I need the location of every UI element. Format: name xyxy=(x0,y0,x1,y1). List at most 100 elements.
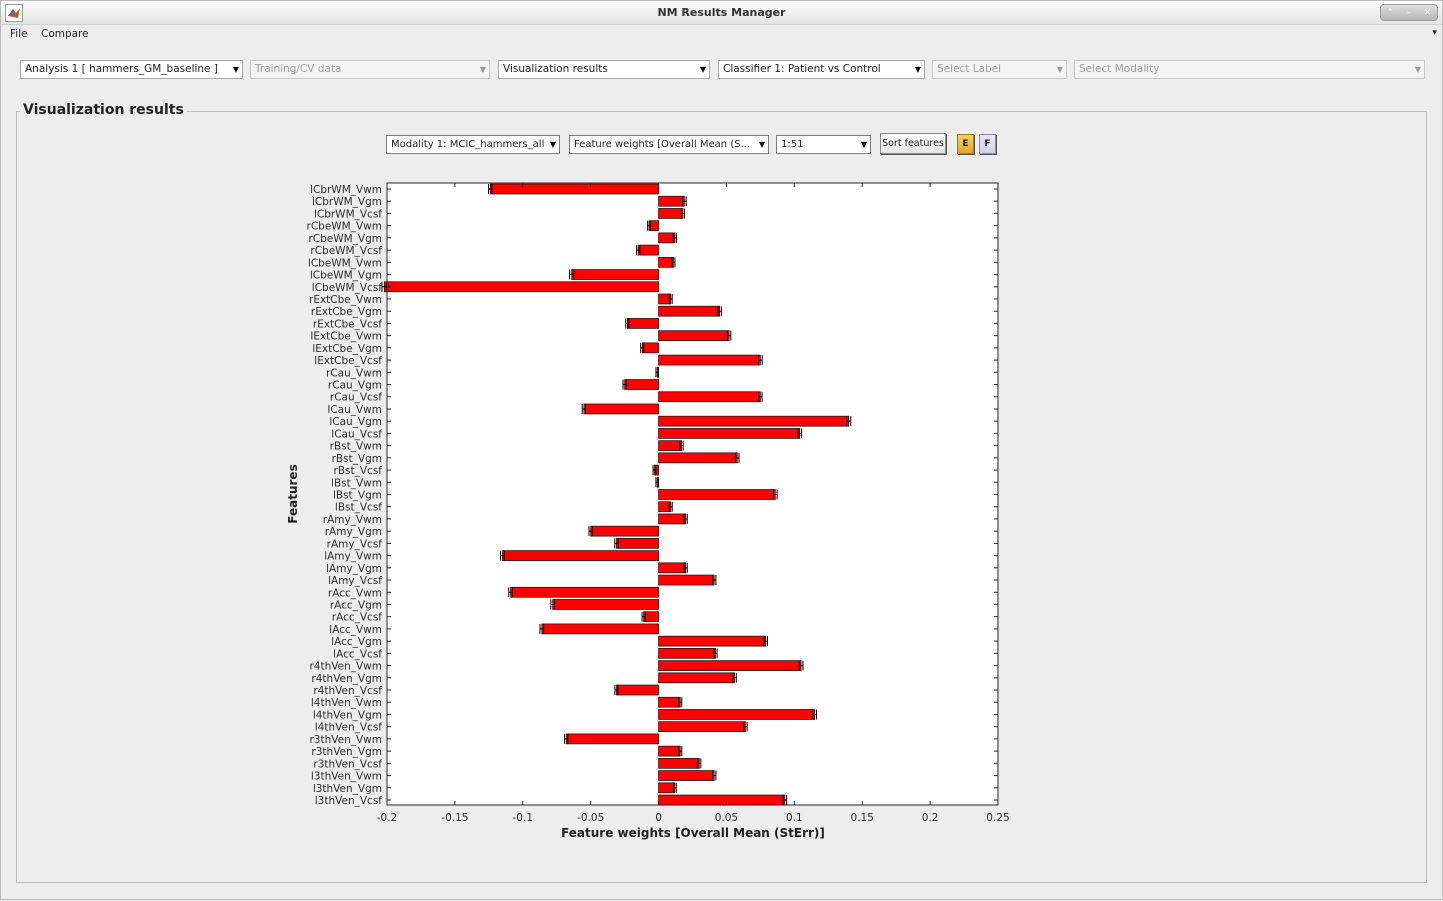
x-tick-label: 0.2 xyxy=(922,812,939,824)
error-bar-lBst_Vwm xyxy=(655,477,659,488)
y-axis-label: Features xyxy=(286,464,300,523)
e-button[interactable]: E xyxy=(957,134,974,154)
error-bar-l4thVen_Vgm xyxy=(812,709,818,720)
feature-label: l3thVen_Vcsf xyxy=(315,795,383,807)
bar-l4thVen_Vcsf xyxy=(658,721,746,733)
visualization-panel xyxy=(16,111,1427,883)
visualization-select[interactable]: Visualization results ▼ xyxy=(498,60,710,79)
error-bar-lCbrWM_Vcsf xyxy=(680,208,686,219)
toolbar-toggle-icon[interactable]: ▾ xyxy=(1432,28,1437,38)
error-bar-rCbeWM_Vwm xyxy=(647,220,651,231)
bar-lAcc_Vwm xyxy=(541,623,659,635)
bar-lCau_Vwm xyxy=(583,403,659,415)
feature-label: rCbeWM_Vwm xyxy=(307,221,382,233)
error-bar-rCau_Vgm xyxy=(622,379,627,390)
feature-label: lCau_Vcsf xyxy=(331,428,382,440)
bar-rExtCbe_Vcsf xyxy=(626,318,659,329)
error-bar-lCbeWM_Vwm xyxy=(671,257,676,268)
bar-rCbeWM_Vcsf xyxy=(637,244,659,256)
feature-label: lBst_Vgm xyxy=(333,490,382,502)
error-bar-r4thVen_Vgm xyxy=(732,672,737,683)
sort-features-button[interactable]: Sort features xyxy=(880,133,946,154)
minimize-icon[interactable]: – xyxy=(1406,7,1412,18)
x-tick-label: -0.1 xyxy=(513,812,534,824)
feature-label: rAcc_Vgm xyxy=(330,599,382,611)
bar-lExtCbe_Vgm xyxy=(641,342,659,354)
chevron-down-icon: ▼ xyxy=(758,140,765,149)
feature-label: rAmy_Vcsf xyxy=(327,538,383,550)
error-bar-l3thVen_Vwm xyxy=(712,770,717,781)
bar-lCbrWM_Vcsf xyxy=(658,208,684,219)
label-select-value: Select Label xyxy=(937,63,1002,75)
feature-label: rBst_Vcsf xyxy=(334,465,383,477)
error-bar-rAcc_Vgm xyxy=(550,599,555,610)
error-bar-l4thVen_Vcsf xyxy=(743,721,748,732)
feature-label: lCau_Vgm xyxy=(329,416,382,428)
error-bar-lCau_Vgm xyxy=(846,416,852,427)
menu-file[interactable]: File xyxy=(10,28,28,40)
maximize-icon[interactable]: ⌃ xyxy=(1386,7,1395,18)
visualization-select-value: Visualization results xyxy=(503,63,608,75)
analysis-select-value: Analysis 1 [ hammers_GM_baseline ] xyxy=(25,63,218,75)
feature-label: lExtCbe_Vwm xyxy=(310,331,382,343)
close-icon[interactable]: ✕ xyxy=(1423,7,1432,18)
feature-label: lCbeWM_Vcsf xyxy=(312,282,382,294)
feature-range-select[interactable]: 1:51 ▼ xyxy=(776,135,871,154)
feature-label: lCbrWM_Vgm xyxy=(312,196,382,208)
menu-compare[interactable]: Compare xyxy=(41,28,89,40)
x-tick-label: 0 xyxy=(655,812,662,824)
error-bar-rCbeWM_Vgm xyxy=(672,232,677,243)
feature-label: lAmy_Vcsf xyxy=(328,575,382,587)
bar-lAmy_Vwm xyxy=(502,550,659,561)
feature-label: lCbrWM_Vwm xyxy=(310,184,382,196)
error-bar-rAmy_Vgm xyxy=(588,526,593,537)
error-bar-r4thVen_Vcsf xyxy=(614,685,619,696)
feature-label: rCau_Vwm xyxy=(326,367,382,379)
training-data-select[interactable]: Training/CV data ▼ xyxy=(250,60,490,79)
bar-lBst_Vgm xyxy=(658,489,776,500)
error-bar-lBst_Vgm xyxy=(773,489,778,500)
bar-lCbeWM_Vcsf xyxy=(383,281,659,293)
modality-select[interactable]: Select Modality ▼ xyxy=(1074,60,1425,79)
feature-label: r3thVen_Vwm xyxy=(309,734,382,746)
bar-lCau_Vcsf xyxy=(658,428,801,439)
chevron-down-icon: ▼ xyxy=(699,65,706,74)
feature-label: l3thVen_Vwm xyxy=(311,771,382,783)
error-bar-l4thVen_Vwm xyxy=(678,697,683,708)
bar-lCau_Vgm xyxy=(658,415,849,427)
feature-range-value: 1:51 xyxy=(781,139,804,150)
x-tick-label: 0.1 xyxy=(786,812,803,824)
x-tick-label: -0.15 xyxy=(441,812,468,824)
feature-label: l3thVen_Vgm xyxy=(313,783,382,795)
feature-label: rCau_Vcsf xyxy=(330,392,382,404)
feature-label: rAmy_Vwm xyxy=(323,514,382,526)
bar-rExtCbe_Vgm xyxy=(658,305,721,317)
error-bar-rAcc_Vcsf xyxy=(641,611,646,622)
x-tick-label: -0.05 xyxy=(577,812,604,824)
bar-lCbeWM_Vgm xyxy=(571,269,659,280)
feature-label: r4thVen_Vgm xyxy=(311,673,382,685)
analysis-select[interactable]: Analysis 1 [ hammers_GM_baseline ] ▼ xyxy=(20,60,243,79)
bar-r3thVen_Vwm xyxy=(565,733,659,745)
f-button[interactable]: F xyxy=(979,134,996,154)
feature-label: lAcc_Vcsf xyxy=(333,648,382,660)
error-bar-rBst_Vcsf xyxy=(652,465,657,476)
classifier-select[interactable]: Classifier 1: Patient vs Control ▼ xyxy=(718,60,925,79)
feature-label: rCbeWM_Vcsf xyxy=(310,245,382,257)
chevron-down-icon: ▼ xyxy=(479,65,486,74)
bar-lExtCbe_Vwm xyxy=(658,330,730,341)
bar-l3thVen_Vcsf xyxy=(658,794,786,806)
chevron-down-icon: ▼ xyxy=(860,140,867,149)
error-bar-r3thVen_Vgm xyxy=(678,746,683,757)
feature-label: rAmy_Vgm xyxy=(325,526,382,538)
panel-modality-select[interactable]: Modality 1: MCIC_hammers_all ▼ xyxy=(386,135,560,154)
feature-label: r3thVen_Vcsf xyxy=(313,758,382,770)
feature-label: r4thVen_Vcsf xyxy=(313,685,382,697)
bar-l4thVen_Vwm xyxy=(658,696,681,708)
label-select[interactable]: Select Label ▼ xyxy=(932,60,1067,79)
error-bar-lCau_Vcsf xyxy=(797,428,803,439)
x-tick-label: 0.15 xyxy=(851,812,874,824)
feature-label: lExtCbe_Vcsf xyxy=(314,355,382,367)
measure-select[interactable]: Feature weights [Overall Mean (S... ▼ xyxy=(569,135,769,154)
bar-lAmy_Vcsf xyxy=(658,574,715,586)
